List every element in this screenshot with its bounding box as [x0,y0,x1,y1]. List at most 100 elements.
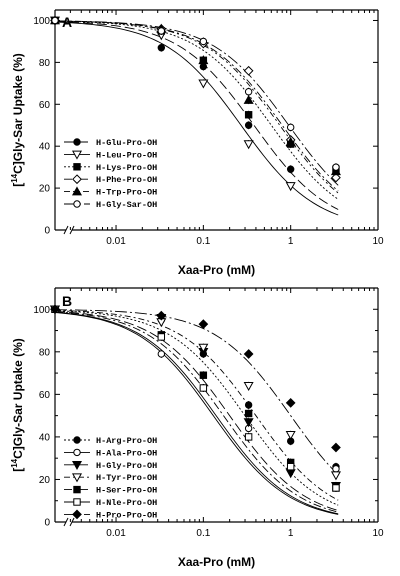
x-axis-label: Xaa-Pro (mM) [178,555,255,569]
axis-break-mark [63,225,69,235]
data-point [51,16,59,25]
series-h-trp-pro-oh [49,15,341,176]
data-point [285,136,296,146]
series-h-nle-pro-oh [51,305,340,492]
legend-label: H-Tyr-Pro-OH [96,473,157,483]
y-tick-label: 80 [39,58,51,69]
data-point [244,433,253,441]
data-point [244,88,253,96]
legend-label: H-Pro-Pro-OH [96,510,157,520]
plot-area [49,15,341,216]
series-h-gly-sar-oh [51,16,340,172]
axis-break-mark [69,225,75,235]
axis-break-mark [69,517,75,527]
legend-marker [72,509,82,520]
legend: H-Glu-Pro-OH H-Leu-Pro-OH H-Lys-Pro-OH H-Ph… [64,138,157,210]
x-tick-label: 10 [372,528,384,539]
legend-label: H-Arg-Pro-OH [96,436,157,446]
y-tick-label: 60 [39,390,51,401]
y-tick-label: 60 [39,100,51,111]
y-tick-label: 100 [33,305,50,316]
y-tick-label: 0 [44,518,50,529]
legend-marker [71,150,83,160]
fit-curve-h-tyr-pro-oh [54,309,339,501]
data-point [244,121,253,129]
data-point [243,94,254,104]
series-h-tyr-pro-oh [49,305,341,481]
legend-label: H-Trp-Pro-OH [96,188,157,198]
plot-area [49,304,341,515]
data-point [199,371,208,379]
legend-label: H-Lys-Pro-OH [96,163,157,173]
data-point [157,333,166,341]
fit-curve-h-leu-pro-oh [54,21,339,216]
fit-curve-h-arg-pro-oh [54,310,339,506]
y-tick-label: 0 [44,226,50,237]
legend-label: H-Gly-Pro-OH [96,461,157,471]
y-tick-label: 80 [39,347,51,358]
data-point [244,409,253,418]
data-point [198,79,209,89]
data-point [199,37,208,46]
axis-break-mark [63,517,69,527]
x-tick-label: 0.1 [196,236,210,247]
fit-curve-h-pro-pro-oh [54,309,339,476]
axis-break-gap [66,517,72,527]
legend-label: H-Glu-Pro-OH [96,138,157,148]
y-axis-label: [14C]Gly-Sar Uptake (%) [10,53,25,187]
legend-marker [73,138,81,146]
axis-break-gap [66,225,72,235]
data-point [243,418,254,428]
series-h-gly-pro-oh [49,305,341,492]
legend-marker [73,200,81,208]
legend-label: H-Ala-Pro-OH [96,448,157,458]
series-h-ala-pro-oh [51,305,340,473]
fit-curve-h-gly-pro-oh [54,310,339,511]
data-point [198,343,209,353]
data-point [243,140,254,150]
chart-panel-a: 0 20 40 60 80 100 0.01 0.1 1 10 A Xaa-Pro (mM) [14C]… [10,9,384,277]
data-point [286,123,295,132]
series-h-arg-pro-oh [51,305,340,471]
data-point [286,462,295,471]
data-point [330,471,341,481]
y-tick-label: 40 [39,432,51,443]
legend-label: H-Ser-Pro-OH [96,486,157,496]
legend-marker [71,473,83,483]
legend-marker [73,448,81,457]
x-axis-label: Xaa-Pro (mM) [178,263,255,277]
panel-letter: B [62,293,72,309]
data-point [331,172,341,183]
legend-marker [73,163,81,171]
x-tick-label: 10 [372,236,384,247]
legend: H-Arg-Pro-OH H-Ala-Pro-OH H-Gly-Pro-OH H-Ty… [64,436,157,520]
y-axis-label: [14C]Gly-Sar Uptake (%) [10,338,25,472]
data-point [285,182,296,192]
series-h-pro-pro-oh [50,304,341,453]
data-point [331,442,341,453]
fit-curve-h-ala-pro-oh [54,312,339,515]
data-point [243,382,254,392]
panel-letter: A [62,14,72,30]
series-h-leu-pro-oh [49,16,296,192]
legend-marker [72,174,82,185]
data-point [244,401,253,409]
data-point [156,310,167,321]
legend-marker [73,498,81,506]
fit-curve-h-ser-pro-oh [54,311,339,513]
series-h-glu-pro-oh [51,16,295,174]
y-tick-label: 100 [33,16,50,27]
data-point [50,304,60,315]
data-point [198,55,209,65]
series-h-ser-pro-oh [51,305,340,492]
y-tick-label: 40 [39,142,51,153]
y-tick-label: 20 [39,184,51,195]
fit-curve-h-nle-pro-oh [54,311,339,515]
data-point [198,319,209,330]
data-point [285,430,296,440]
x-tick-label: 1 [288,528,294,539]
data-point [157,350,166,358]
data-point [243,65,254,76]
data-point [332,465,340,473]
